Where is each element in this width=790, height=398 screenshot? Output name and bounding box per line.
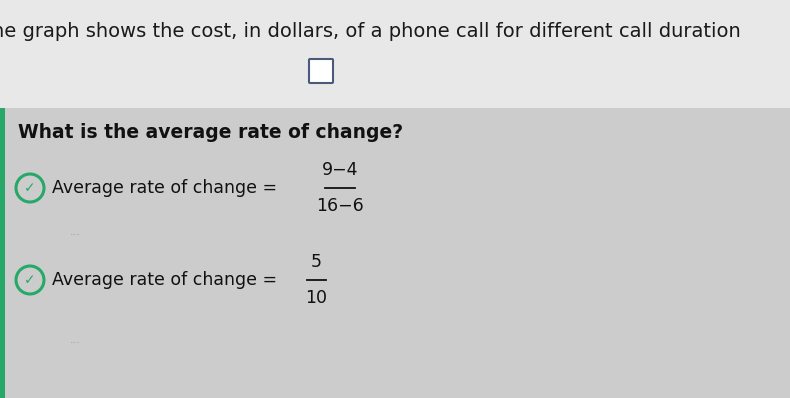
Bar [0,0,790,108]
Bar [0,108,790,398]
Text: ✓: ✓ [24,181,36,195]
Text: 9−4: 9−4 [322,161,358,179]
Text: ✓: ✓ [24,273,36,287]
Text: ···: ··· [70,230,81,240]
Text: Average rate of change =: Average rate of change = [52,179,283,197]
FancyBboxPatch shape [309,59,333,83]
Text: What is the average rate of change?: What is the average rate of change? [18,123,403,142]
Bar [0,108,5,398]
Text: 5: 5 [310,253,322,271]
Text: 16−6: 16−6 [316,197,364,215]
Text: he graph shows the cost, in dollars, of a phone call for different call duration: he graph shows the cost, in dollars, of … [0,22,741,41]
Text: 10: 10 [305,289,327,307]
Text: Average rate of change =: Average rate of change = [52,271,283,289]
Text: ···: ··· [70,338,81,348]
